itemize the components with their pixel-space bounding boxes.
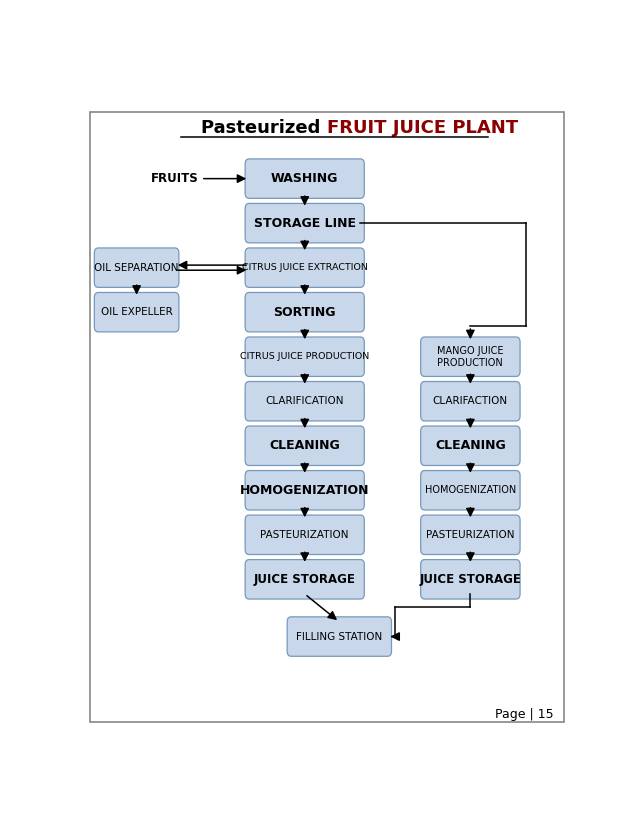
FancyBboxPatch shape bbox=[420, 337, 520, 377]
FancyBboxPatch shape bbox=[245, 382, 364, 421]
Text: PASTEURIZATION: PASTEURIZATION bbox=[426, 529, 515, 540]
Text: JUICE STORAGE: JUICE STORAGE bbox=[254, 572, 355, 586]
Text: HOMOGENIZATION: HOMOGENIZATION bbox=[240, 484, 369, 496]
FancyBboxPatch shape bbox=[245, 559, 364, 599]
FancyBboxPatch shape bbox=[245, 426, 364, 466]
Text: FILLING STATION: FILLING STATION bbox=[296, 632, 382, 642]
FancyBboxPatch shape bbox=[420, 426, 520, 466]
Text: HOMOGENIZATION: HOMOGENIZATION bbox=[425, 485, 516, 496]
Text: OIL SEPARATION: OIL SEPARATION bbox=[94, 263, 179, 273]
Text: STORAGE LINE: STORAGE LINE bbox=[254, 216, 356, 230]
Text: CLARIFICATION: CLARIFICATION bbox=[265, 396, 344, 406]
Text: JUICE STORAGE: JUICE STORAGE bbox=[419, 572, 521, 586]
Text: PASTEURIZATION: PASTEURIZATION bbox=[260, 529, 349, 540]
FancyBboxPatch shape bbox=[420, 559, 520, 599]
Text: CLEANING: CLEANING bbox=[435, 439, 506, 453]
Text: CLEANING: CLEANING bbox=[269, 439, 340, 453]
Text: Pasteurized: Pasteurized bbox=[202, 119, 327, 137]
Text: FRUIT JUICE PLANT: FRUIT JUICE PLANT bbox=[327, 119, 518, 137]
FancyBboxPatch shape bbox=[245, 159, 364, 198]
FancyBboxPatch shape bbox=[420, 471, 520, 510]
Text: Page | 15: Page | 15 bbox=[496, 708, 554, 721]
FancyBboxPatch shape bbox=[245, 337, 364, 377]
FancyBboxPatch shape bbox=[94, 248, 179, 287]
FancyBboxPatch shape bbox=[245, 248, 364, 287]
FancyBboxPatch shape bbox=[245, 203, 364, 243]
Text: WASHING: WASHING bbox=[271, 172, 338, 185]
Text: CLARIFACTION: CLARIFACTION bbox=[433, 396, 508, 406]
FancyBboxPatch shape bbox=[94, 292, 179, 332]
FancyBboxPatch shape bbox=[245, 292, 364, 332]
Text: CITRUS JUICE EXTRACTION: CITRUS JUICE EXTRACTION bbox=[242, 263, 367, 272]
FancyBboxPatch shape bbox=[420, 515, 520, 554]
Text: MANGO JUICE
PRODUCTION: MANGO JUICE PRODUCTION bbox=[437, 346, 503, 368]
FancyBboxPatch shape bbox=[245, 515, 364, 554]
FancyBboxPatch shape bbox=[420, 382, 520, 421]
FancyBboxPatch shape bbox=[287, 617, 392, 657]
Text: OIL EXPELLER: OIL EXPELLER bbox=[101, 307, 172, 317]
Text: FRUITS: FRUITS bbox=[151, 172, 198, 185]
Text: CITRUS JUICE PRODUCTION: CITRUS JUICE PRODUCTION bbox=[240, 352, 369, 361]
FancyBboxPatch shape bbox=[245, 471, 364, 510]
Text: SORTING: SORTING bbox=[274, 306, 336, 319]
